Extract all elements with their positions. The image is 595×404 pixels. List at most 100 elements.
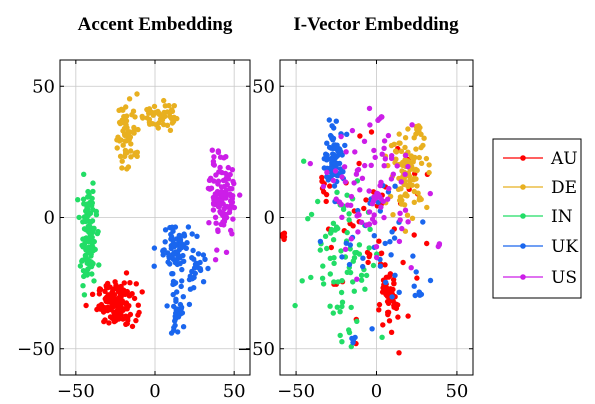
right-point-in bbox=[344, 229, 350, 236]
right-point-uk bbox=[333, 118, 339, 124]
left-point-us bbox=[221, 206, 227, 212]
right-point-us bbox=[349, 127, 356, 134]
right-point-au bbox=[368, 129, 375, 135]
left-point-de bbox=[140, 115, 146, 121]
left-point-au bbox=[110, 294, 117, 301]
left-point-us bbox=[210, 194, 217, 201]
right-point-uk bbox=[427, 277, 434, 284]
right-point-us bbox=[348, 236, 354, 242]
left-point-uk bbox=[205, 265, 211, 272]
right-point-de bbox=[405, 126, 411, 132]
right-point-uk bbox=[338, 149, 344, 155]
left-point-de bbox=[144, 115, 150, 121]
left-point-us bbox=[206, 177, 213, 183]
left-point-in bbox=[90, 180, 96, 186]
left-point-uk bbox=[167, 253, 173, 260]
left-point-de bbox=[155, 125, 161, 131]
right-point-de bbox=[393, 149, 400, 155]
right-point-us bbox=[372, 154, 378, 161]
right-point-uk bbox=[324, 140, 330, 146]
left-point-au bbox=[101, 318, 107, 325]
left-point-de bbox=[116, 138, 123, 144]
right-point-us bbox=[405, 219, 411, 225]
right-point-uk bbox=[369, 326, 375, 332]
left-ytick-label-1: 0 bbox=[44, 208, 55, 229]
right-point-in bbox=[351, 288, 357, 294]
left-xtick-label-2: 50 bbox=[223, 381, 246, 402]
right-point-us bbox=[366, 188, 372, 194]
right-point-de bbox=[418, 160, 425, 166]
right-point-in bbox=[339, 339, 345, 345]
right-point-us bbox=[339, 214, 345, 220]
left-point-au bbox=[133, 281, 139, 287]
right-point-us bbox=[427, 190, 433, 197]
right-point-in bbox=[317, 247, 323, 253]
right-plot-title: I-Vector Embedding bbox=[293, 14, 459, 35]
left-point-de bbox=[167, 127, 174, 133]
left-point-uk bbox=[161, 247, 167, 253]
left-scatter-plot: −50 0 50 −50 0 50 bbox=[17, 59, 251, 402]
right-xtick-label-1: 0 bbox=[371, 381, 382, 402]
right-point-us bbox=[369, 216, 376, 222]
left-point-us bbox=[213, 220, 219, 226]
right-point-au bbox=[356, 160, 362, 167]
left-point-uk bbox=[168, 330, 175, 336]
left-point-us bbox=[210, 158, 217, 165]
right-point-in bbox=[322, 233, 329, 239]
right-point-de bbox=[411, 156, 417, 162]
left-point-au bbox=[104, 307, 111, 314]
right-point-us bbox=[408, 265, 414, 271]
legend-entry-in: IN bbox=[503, 207, 573, 227]
left-point-in bbox=[82, 236, 88, 243]
left-point-au bbox=[89, 291, 96, 297]
right-point-in bbox=[330, 220, 337, 226]
left-point-uk bbox=[151, 263, 157, 269]
right-point-us bbox=[366, 105, 373, 112]
right-point-de bbox=[396, 131, 402, 137]
right-point-in bbox=[330, 310, 336, 316]
right-point-de bbox=[407, 177, 413, 184]
left-point-uk bbox=[170, 281, 176, 288]
left-point-uk bbox=[179, 278, 185, 284]
right-point-uk bbox=[324, 174, 330, 180]
left-point-us bbox=[211, 154, 217, 160]
right-point-us bbox=[402, 207, 409, 213]
right-point-uk bbox=[410, 253, 416, 259]
right-point-de bbox=[426, 169, 432, 176]
right-point-de bbox=[396, 140, 402, 146]
left-point-in bbox=[77, 263, 84, 269]
right-point-uk bbox=[392, 272, 398, 278]
right-point-de bbox=[411, 188, 417, 195]
left-point-uk bbox=[171, 250, 177, 256]
right-point-uk bbox=[411, 283, 417, 289]
right-point-us bbox=[355, 211, 362, 217]
right-point-in bbox=[324, 245, 330, 252]
left-point-in bbox=[82, 270, 89, 276]
right-scatter-plot: −50 0 50 −50 0 50 bbox=[237, 59, 474, 402]
right-point-au bbox=[361, 205, 367, 212]
left-point-de bbox=[117, 153, 124, 159]
right-point-uk bbox=[350, 339, 356, 346]
right-point-au bbox=[366, 253, 372, 260]
right-point-de bbox=[421, 135, 427, 141]
left-point-uk bbox=[172, 259, 178, 266]
right-point-uk bbox=[377, 263, 384, 269]
right-point-us bbox=[369, 201, 376, 207]
left-point-us bbox=[212, 257, 219, 263]
right-point-in bbox=[328, 229, 334, 235]
right-point-in bbox=[301, 158, 307, 164]
right-point-us bbox=[307, 160, 313, 167]
right-point-us bbox=[351, 180, 357, 186]
right-point-in bbox=[339, 299, 346, 305]
right-point-au bbox=[328, 244, 334, 251]
right-point-uk bbox=[392, 183, 398, 189]
left-point-au bbox=[133, 317, 139, 324]
left-point-uk bbox=[180, 324, 187, 330]
right-point-us bbox=[385, 132, 392, 139]
left-point-au bbox=[83, 302, 89, 309]
left-point-uk bbox=[170, 271, 176, 277]
left-point-uk bbox=[186, 301, 193, 308]
right-point-us bbox=[382, 156, 388, 162]
right-point-in bbox=[337, 332, 343, 339]
left-point-uk bbox=[162, 239, 168, 245]
